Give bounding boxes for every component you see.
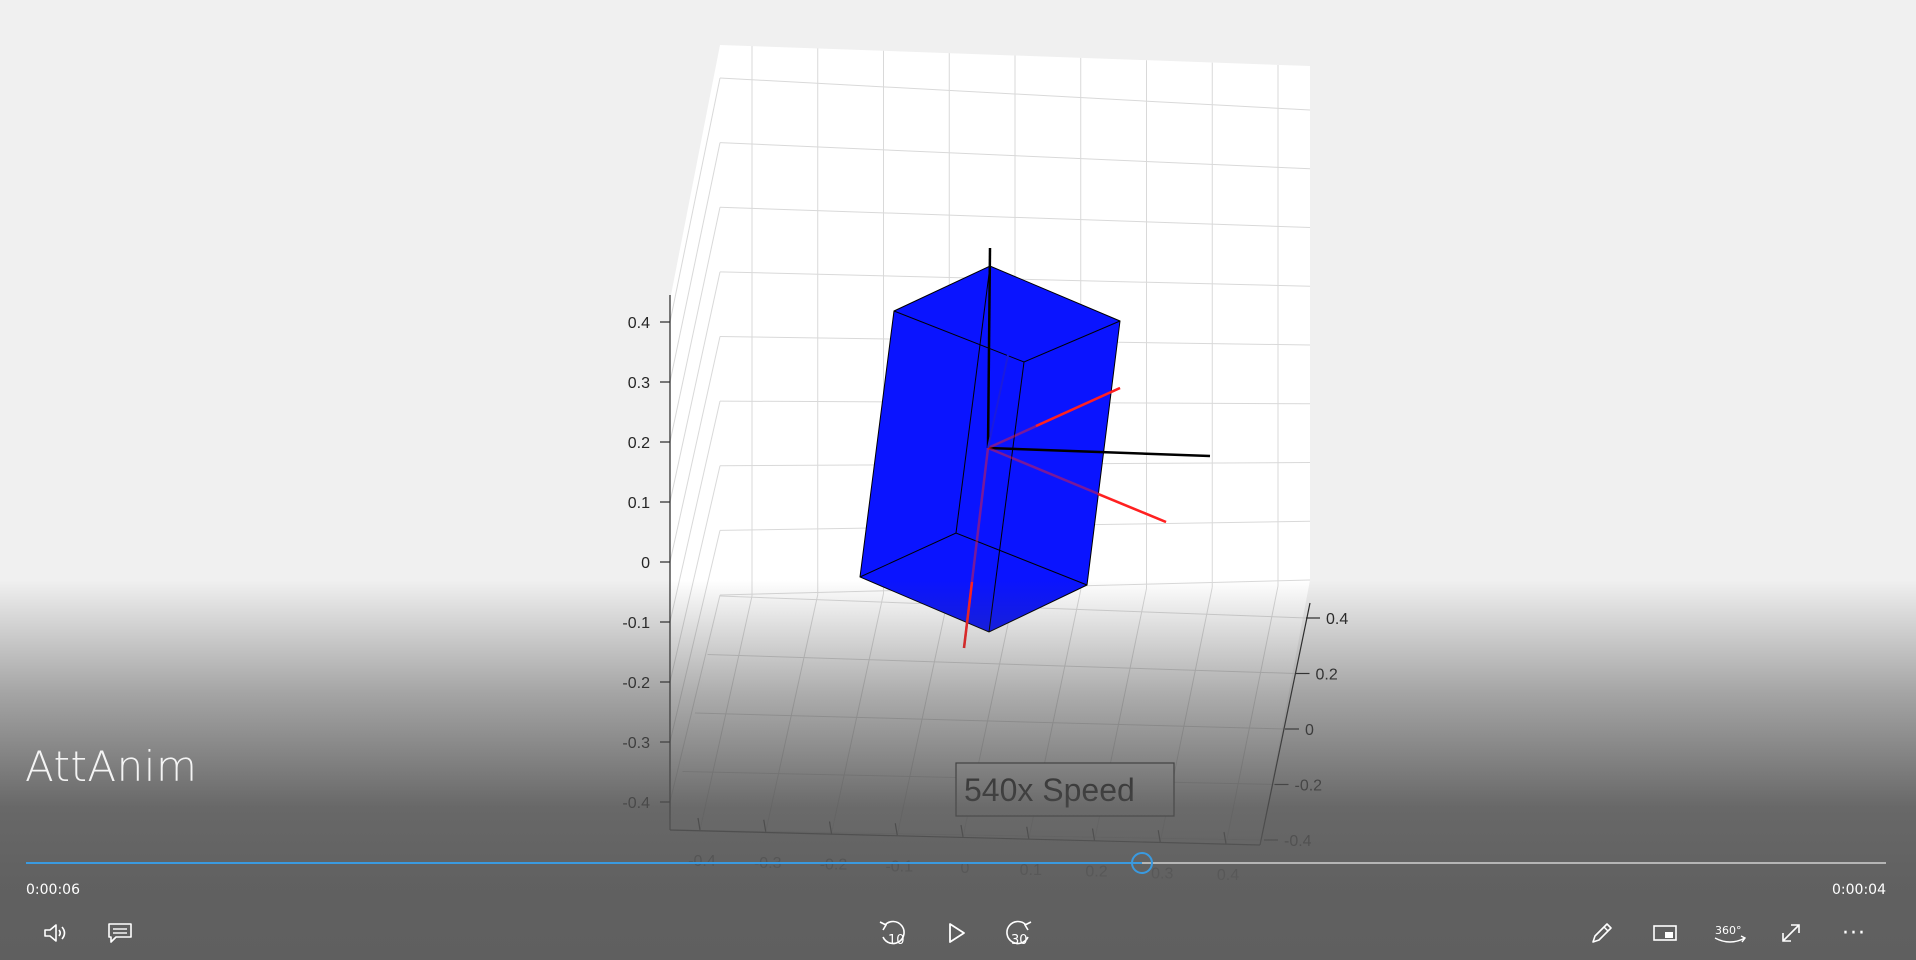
mini-view-button[interactable]: [1645, 916, 1685, 950]
speed-annotation: 540x Speed: [955, 762, 1175, 817]
z-tick-label: 0.1: [628, 495, 650, 512]
speed-annotation-text: 540x Speed: [964, 772, 1135, 808]
captions-button[interactable]: [100, 916, 140, 950]
skip-forward-button[interactable]: 30: [998, 916, 1038, 950]
fullscreen-button[interactable]: [1771, 916, 1811, 950]
seek-progress: [26, 862, 1142, 864]
skip-forward-icon: 30: [1006, 920, 1032, 948]
z-tick-label: -0.3: [622, 735, 650, 752]
volume-button[interactable]: [36, 916, 76, 950]
edit-button[interactable]: [1582, 916, 1622, 950]
z-tick-label: 0.4: [628, 315, 650, 332]
volume-icon: [44, 924, 66, 942]
y-tick-label: -0.2: [1295, 778, 1323, 795]
play-icon: [949, 923, 965, 943]
x-tick-label: 0.2: [1085, 864, 1107, 881]
z-axis: 0.4 0.3 0.2 0.1 0 -0.1 -0.2 -0.3 -0.4: [622, 315, 670, 812]
z-tick-label: 0: [641, 555, 650, 572]
captions-icon: [108, 923, 132, 943]
y-tick-label: 0.2: [1316, 667, 1338, 684]
view-360-button[interactable]: 360°: [1708, 916, 1752, 950]
reference-frame-axes: [986, 247, 1211, 458]
pencil-icon: [1592, 923, 1612, 943]
z-tick-label: -0.2: [622, 675, 650, 692]
x-tick-label: 0.3: [1151, 865, 1173, 882]
view-360-icon: 360°: [1714, 924, 1747, 943]
skip-back-button[interactable]: 10: [873, 916, 913, 950]
more-options-button[interactable]: ···: [1834, 916, 1874, 950]
video-title: AttAnim: [25, 742, 198, 791]
z-tick-label: -0.4: [622, 795, 650, 812]
seek-thumb[interactable]: [1131, 852, 1153, 874]
more-options-icon: ···: [1842, 920, 1866, 946]
play-button[interactable]: [936, 916, 976, 950]
x-tick-label: 0.4: [1217, 867, 1239, 884]
time-elapsed: 0:00:06: [26, 882, 80, 898]
z-tick-label: 0.3: [628, 375, 650, 392]
y-tick-label: 0.4: [1326, 611, 1348, 628]
fullscreen-icon: [1782, 924, 1800, 942]
mini-view-icon: [1653, 925, 1677, 941]
y-tick-label: 0: [1305, 722, 1314, 739]
skip-forward-label: 30: [1011, 933, 1028, 948]
skip-back-label: 10: [888, 933, 905, 948]
time-remaining: 0:00:04: [1832, 882, 1886, 898]
skip-back-icon: 10: [879, 920, 905, 948]
seek-bar[interactable]: [26, 852, 1886, 874]
z-tick-label: 0.2: [628, 435, 650, 452]
z-tick-label: -0.1: [622, 615, 650, 632]
y-tick-label: -0.4: [1284, 833, 1312, 850]
view-360-label: 360°: [1715, 924, 1742, 937]
